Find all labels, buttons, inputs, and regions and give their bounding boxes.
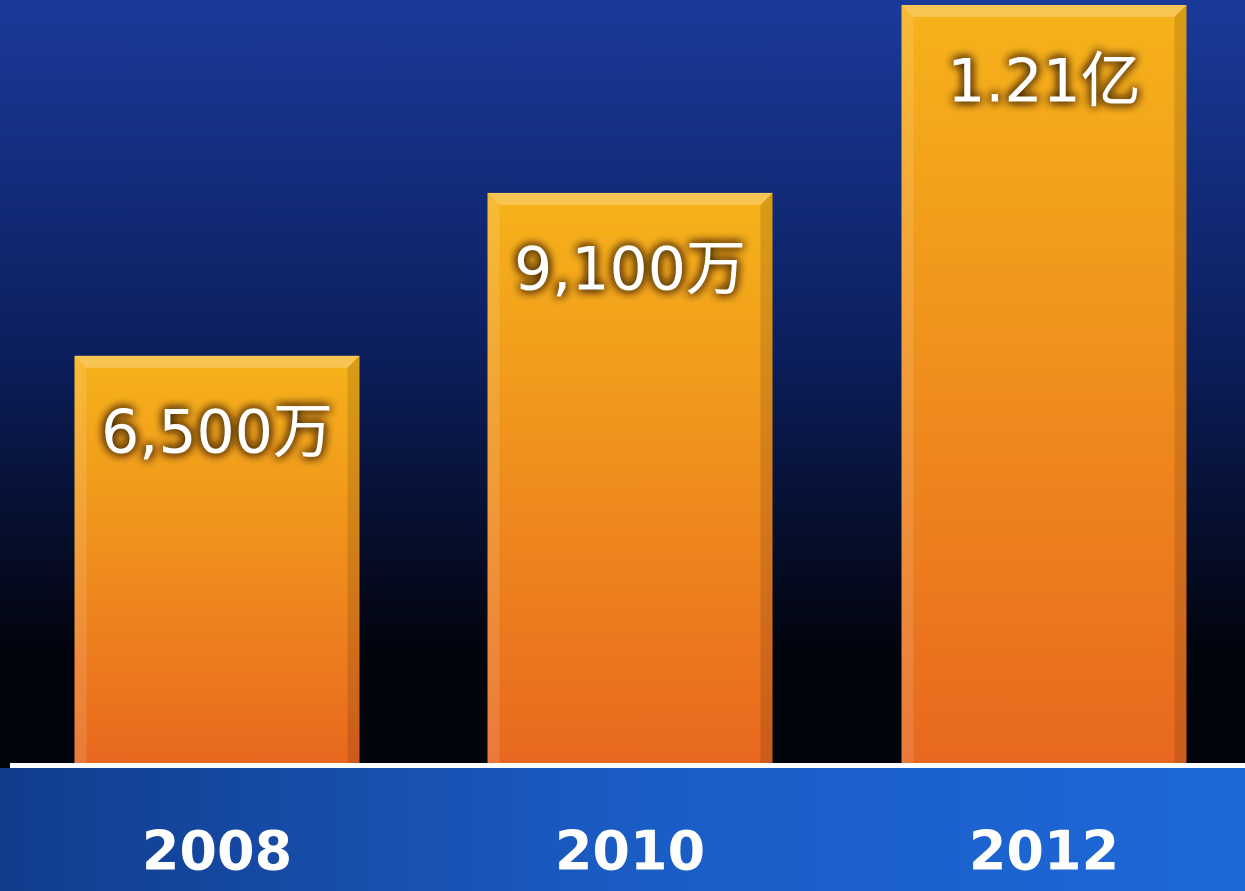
value-label: 6,500万 <box>101 397 333 467</box>
x-tick-label: 2008 <box>142 820 292 883</box>
bar-bevel <box>1175 5 1187 763</box>
bar <box>902 5 1187 763</box>
x-tick-label: 2010 <box>555 820 705 883</box>
bar-bevel <box>488 193 500 763</box>
bar-bevel <box>902 5 1187 17</box>
x-tick-label: 2012 <box>969 820 1119 883</box>
value-label: 1.21亿 <box>947 47 1141 117</box>
bar-bevel <box>902 5 914 763</box>
bar-bevel <box>761 193 773 763</box>
bar-bevel <box>75 356 87 763</box>
chart: 6,500万 2008 9,100万 2010 1.21亿 2012 <box>0 0 1245 891</box>
value-label: 9,100万 <box>514 235 746 305</box>
bar-bevel <box>75 356 360 368</box>
bar-bevel <box>348 356 360 763</box>
bar-bevel <box>488 193 773 205</box>
baseline <box>10 763 1245 768</box>
page: {"chart_data": {"type": "bar", "categori… <box>0 0 1245 891</box>
